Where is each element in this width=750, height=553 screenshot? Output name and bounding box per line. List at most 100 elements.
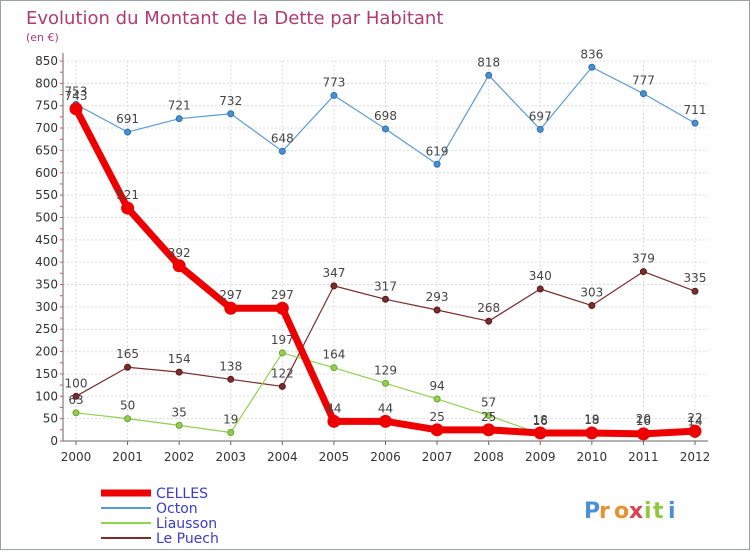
data-label-le-puech: 165 bbox=[116, 347, 139, 361]
y-tick-label: 650 bbox=[35, 143, 58, 157]
point-octon bbox=[433, 160, 441, 168]
point-liausson bbox=[72, 409, 80, 417]
point-liausson bbox=[278, 349, 286, 357]
data-label-liausson: 94 bbox=[429, 379, 444, 393]
legend-label: Octon bbox=[156, 501, 198, 517]
point-octon bbox=[227, 110, 235, 118]
chart-subtitle: (en €) bbox=[26, 31, 59, 44]
point-octon bbox=[382, 125, 389, 133]
point-octon bbox=[175, 115, 183, 123]
point-celles bbox=[379, 414, 392, 428]
data-label-liausson: 20 bbox=[636, 412, 651, 426]
point-le-puech bbox=[330, 282, 338, 290]
y-tick-label: 400 bbox=[35, 255, 58, 269]
y-tick-label: 50 bbox=[43, 412, 58, 426]
data-label-octon: 691 bbox=[116, 112, 139, 126]
series-layer bbox=[69, 63, 702, 441]
point-octon bbox=[536, 125, 544, 133]
logo-letter: x bbox=[629, 499, 643, 524]
data-label-liausson: 164 bbox=[322, 348, 345, 362]
point-liausson bbox=[382, 379, 389, 387]
data-label-celles: 18 bbox=[533, 413, 548, 427]
x-tick-label: 2010 bbox=[577, 450, 608, 464]
point-le-puech bbox=[278, 382, 286, 390]
data-label-octon: 836 bbox=[580, 47, 603, 61]
chart-title: Evolution du Montant de la Dette par Hab… bbox=[26, 8, 443, 29]
point-liausson bbox=[227, 429, 235, 437]
data-label-liausson: 57 bbox=[481, 396, 496, 410]
data-label-celles: 44 bbox=[378, 401, 393, 415]
data-label-celles: 25 bbox=[429, 410, 444, 424]
data-label-celles: 297 bbox=[219, 288, 242, 302]
data-label-liausson: 14 bbox=[687, 415, 702, 429]
point-le-puech bbox=[485, 317, 493, 325]
data-label-celles: 297 bbox=[271, 288, 294, 302]
data-label-octon: 619 bbox=[426, 144, 449, 158]
x-tick-label: 2011 bbox=[628, 450, 659, 464]
point-celles bbox=[430, 423, 444, 437]
point-liausson bbox=[175, 421, 183, 429]
point-octon bbox=[278, 147, 286, 155]
data-label-octon: 721 bbox=[168, 99, 191, 113]
point-liausson bbox=[433, 395, 441, 403]
y-tick-label: 150 bbox=[35, 367, 58, 381]
data-label-celles: 16 bbox=[636, 414, 651, 428]
x-tick-label: 2008 bbox=[473, 450, 504, 464]
data-label-octon: 818 bbox=[477, 55, 500, 69]
x-tick-label: 2007 bbox=[422, 450, 453, 464]
y-tick-label: 0 bbox=[50, 434, 58, 448]
point-le-puech bbox=[382, 295, 389, 303]
data-label-le-puech: 335 bbox=[684, 271, 707, 285]
data-label-liausson: 19 bbox=[223, 413, 238, 427]
data-label-liausson: 50 bbox=[120, 399, 135, 413]
point-octon bbox=[588, 63, 596, 71]
x-tick-label: 2012 bbox=[680, 450, 711, 464]
point-octon bbox=[639, 90, 647, 98]
x-tick-label: 2000 bbox=[61, 450, 92, 464]
data-label-le-puech: 293 bbox=[426, 290, 449, 304]
data-label-octon: 773 bbox=[322, 75, 345, 89]
y-tick-label: 300 bbox=[35, 300, 58, 314]
point-celles bbox=[121, 201, 135, 215]
point-celles bbox=[636, 427, 650, 441]
data-label-liausson: 129 bbox=[374, 363, 397, 377]
y-tick-label: 850 bbox=[35, 54, 58, 68]
point-le-puech bbox=[175, 368, 183, 376]
x-tick-label: 2005 bbox=[319, 450, 350, 464]
data-label-celles: 521 bbox=[116, 188, 139, 202]
point-celles bbox=[585, 426, 599, 440]
data-label-liausson: 19 bbox=[584, 413, 599, 427]
data-label-celles: 18 bbox=[584, 413, 599, 427]
data-label-le-puech: 154 bbox=[168, 352, 191, 366]
data-label-le-puech: 340 bbox=[529, 269, 552, 283]
logo-letter: i bbox=[644, 499, 652, 524]
data-label-celles: 392 bbox=[168, 246, 191, 260]
data-label-celles: 44 bbox=[326, 401, 341, 415]
point-celles bbox=[327, 414, 341, 428]
data-label-le-puech: 268 bbox=[477, 301, 500, 315]
point-octon bbox=[485, 71, 493, 79]
x-tick-label: 2002 bbox=[164, 450, 195, 464]
x-tick-label: 2004 bbox=[267, 450, 298, 464]
y-tick-label: 250 bbox=[35, 322, 58, 336]
proxiti-logo: Pr o x i t i bbox=[584, 499, 676, 524]
logo-letter: o bbox=[614, 499, 629, 524]
y-tick-label: 800 bbox=[35, 76, 58, 90]
legend-label: Le Puech bbox=[156, 531, 219, 547]
grid bbox=[63, 60, 708, 442]
y-tick-label: 750 bbox=[35, 99, 58, 113]
data-label-le-puech: 317 bbox=[374, 279, 397, 293]
data-label-octon: 711 bbox=[684, 103, 707, 117]
data-label-liausson: 16 bbox=[533, 414, 548, 428]
point-liausson bbox=[124, 415, 132, 423]
legend-label: Liausson bbox=[156, 516, 217, 532]
x-tick-label: 2006 bbox=[370, 450, 401, 464]
data-label-octon: 732 bbox=[219, 94, 242, 108]
point-le-puech bbox=[536, 285, 544, 293]
point-celles bbox=[275, 301, 289, 315]
data-label-octon: 697 bbox=[529, 109, 552, 123]
point-octon bbox=[124, 128, 132, 136]
data-label-liausson: 197 bbox=[271, 333, 294, 347]
point-liausson bbox=[485, 412, 493, 420]
